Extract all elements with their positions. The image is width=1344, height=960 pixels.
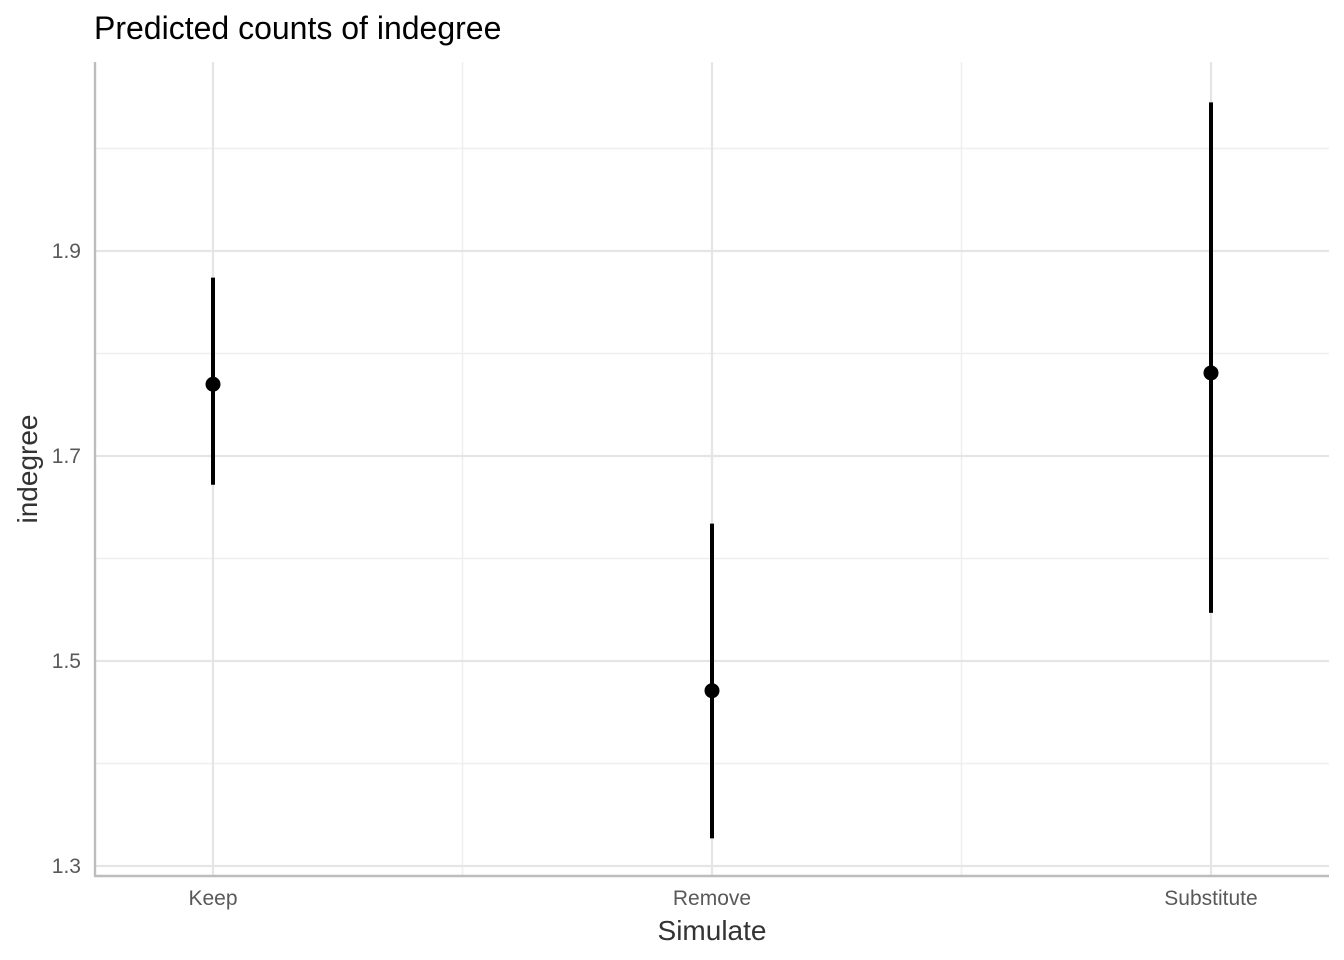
estimate-point (704, 683, 720, 699)
y-tick-labels: 1.3 1.5 1.7 1.9 (52, 240, 81, 878)
y-axis-title: indegree (12, 415, 43, 524)
chart-title: Predicted counts of indegree (94, 10, 501, 46)
y-tick-label: 1.9 (52, 240, 81, 263)
estimate-point (1203, 365, 1219, 381)
y-tick-label: 1.7 (52, 445, 81, 468)
y-tick-label: 1.3 (52, 855, 81, 878)
x-tick-label: Keep (188, 887, 237, 910)
x-tick-label: Substitute (1164, 887, 1257, 910)
x-tick-labels: Keep Remove Substitute (188, 887, 1257, 910)
x-axis-title: Simulate (658, 915, 767, 946)
x-tick-label: Remove (673, 887, 751, 910)
point-ranges (205, 102, 1219, 839)
y-tick-label: 1.5 (52, 650, 81, 673)
estimate-point (205, 376, 221, 392)
